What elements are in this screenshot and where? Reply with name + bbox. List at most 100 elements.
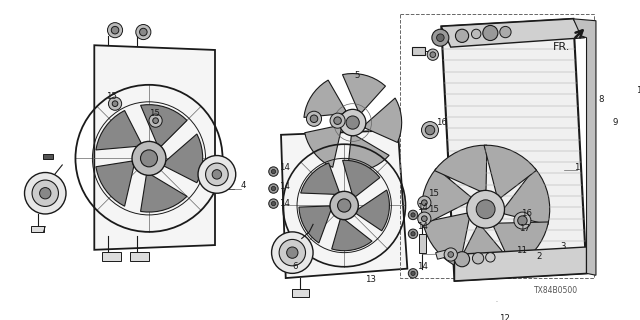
Circle shape — [448, 252, 454, 257]
Circle shape — [310, 115, 318, 123]
Text: 17: 17 — [519, 224, 530, 233]
Bar — [102, 252, 121, 261]
Circle shape — [418, 212, 431, 225]
Circle shape — [444, 248, 458, 261]
Circle shape — [330, 191, 358, 220]
Circle shape — [418, 196, 431, 209]
Circle shape — [427, 49, 438, 60]
Polygon shape — [365, 98, 402, 142]
Circle shape — [476, 200, 495, 219]
Circle shape — [408, 269, 418, 278]
Bar — [130, 252, 149, 261]
Text: 14: 14 — [279, 199, 291, 208]
Text: 8: 8 — [599, 95, 604, 104]
Circle shape — [411, 271, 415, 276]
Text: 14: 14 — [417, 222, 428, 231]
Polygon shape — [348, 135, 389, 172]
Circle shape — [467, 190, 504, 228]
Circle shape — [279, 239, 305, 266]
Circle shape — [425, 125, 435, 135]
Bar — [31, 226, 44, 232]
Circle shape — [432, 29, 449, 46]
Polygon shape — [435, 145, 487, 191]
Text: 5: 5 — [355, 71, 360, 80]
Circle shape — [307, 111, 321, 126]
Circle shape — [422, 216, 427, 221]
Text: 12: 12 — [499, 314, 510, 320]
Text: 14: 14 — [279, 163, 291, 172]
Polygon shape — [423, 213, 469, 268]
Polygon shape — [44, 154, 53, 159]
Circle shape — [112, 101, 118, 107]
Circle shape — [153, 118, 159, 124]
Circle shape — [108, 97, 122, 110]
Polygon shape — [356, 190, 389, 231]
Text: 6: 6 — [292, 262, 298, 271]
Polygon shape — [141, 105, 187, 146]
Bar — [419, 234, 426, 252]
Circle shape — [149, 114, 162, 127]
Circle shape — [271, 187, 276, 191]
Circle shape — [422, 200, 427, 205]
Circle shape — [287, 247, 298, 258]
Polygon shape — [301, 163, 339, 194]
Circle shape — [337, 199, 351, 212]
Circle shape — [140, 28, 147, 36]
Polygon shape — [304, 80, 346, 117]
Polygon shape — [281, 130, 408, 278]
Text: 2: 2 — [536, 252, 542, 261]
Polygon shape — [573, 19, 596, 275]
Text: 7: 7 — [40, 227, 46, 236]
Polygon shape — [442, 19, 585, 47]
Text: 1: 1 — [574, 163, 580, 172]
Bar — [400, 14, 594, 278]
Circle shape — [271, 169, 276, 174]
Circle shape — [408, 210, 418, 220]
Circle shape — [334, 117, 341, 124]
Circle shape — [472, 29, 481, 39]
Circle shape — [346, 116, 359, 129]
Circle shape — [430, 52, 436, 58]
Circle shape — [411, 213, 415, 217]
Text: 10: 10 — [636, 86, 640, 95]
Bar — [292, 289, 309, 297]
Circle shape — [269, 199, 278, 208]
Polygon shape — [484, 145, 536, 198]
Text: 16: 16 — [521, 209, 532, 218]
Polygon shape — [164, 134, 203, 183]
Text: 11: 11 — [516, 246, 527, 255]
Circle shape — [271, 232, 313, 273]
Polygon shape — [96, 110, 141, 150]
Circle shape — [132, 141, 166, 175]
Circle shape — [24, 172, 66, 214]
Circle shape — [205, 163, 228, 186]
Polygon shape — [342, 160, 380, 197]
Circle shape — [111, 26, 119, 34]
Text: FR.: FR. — [554, 42, 571, 52]
Polygon shape — [504, 168, 550, 225]
Circle shape — [408, 229, 418, 238]
Circle shape — [454, 252, 470, 267]
Polygon shape — [299, 206, 331, 243]
Circle shape — [456, 29, 468, 43]
Circle shape — [483, 26, 498, 41]
Circle shape — [141, 150, 157, 167]
Text: 9: 9 — [612, 118, 618, 127]
Polygon shape — [422, 168, 471, 225]
Polygon shape — [436, 250, 449, 259]
Circle shape — [40, 188, 51, 199]
Polygon shape — [305, 125, 341, 167]
Circle shape — [32, 180, 58, 206]
Polygon shape — [454, 247, 586, 281]
Text: TX84B0500: TX84B0500 — [534, 286, 579, 295]
Polygon shape — [94, 45, 215, 250]
Polygon shape — [141, 175, 187, 212]
Text: 15: 15 — [149, 108, 160, 118]
Polygon shape — [493, 222, 548, 268]
Circle shape — [486, 252, 495, 262]
Polygon shape — [342, 74, 385, 113]
Text: 15: 15 — [106, 92, 116, 101]
Text: 13: 13 — [365, 275, 376, 284]
Text: 15: 15 — [428, 205, 439, 214]
Text: 4: 4 — [241, 181, 246, 190]
